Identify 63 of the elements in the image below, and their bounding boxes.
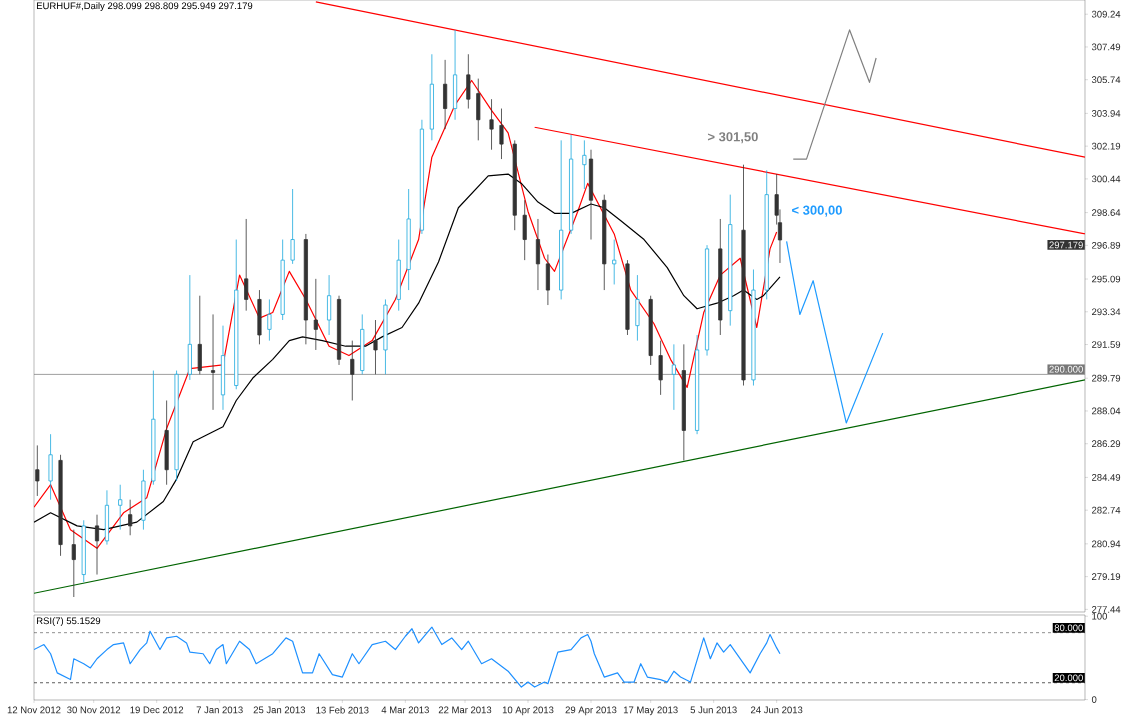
candlestick xyxy=(313,278,318,351)
candlestick xyxy=(582,139,587,190)
x-tick-label: 10 Apr 2013 xyxy=(502,706,554,716)
candlestick xyxy=(612,239,617,285)
line-series xyxy=(792,29,877,160)
y-tick-label: 291.59 xyxy=(1092,341,1121,348)
y-tick-label: 295.09 xyxy=(1092,275,1121,283)
y-tick-label: 309.24 xyxy=(1091,10,1121,18)
x-tick-label: 24 Jun 2013 xyxy=(750,706,803,714)
x-tick-label: 22 Mar 2013 xyxy=(438,706,492,714)
line-series xyxy=(786,240,884,424)
ref-line-label: 290.000 xyxy=(1049,365,1083,373)
candlestick xyxy=(489,98,494,151)
y-tick-label: 300.44 xyxy=(1091,175,1121,183)
x-tick-label: 29 Apr 2013 xyxy=(565,706,617,716)
candlestick xyxy=(128,499,133,536)
y-tick-label: 305.74 xyxy=(1091,76,1121,84)
y-tick-label: 277.44 xyxy=(1092,606,1121,613)
candlestick xyxy=(267,299,272,342)
candlestick xyxy=(499,108,504,160)
y-tick-label: 303.94 xyxy=(1091,110,1121,117)
y-tick-label: 286.29 xyxy=(1092,440,1121,448)
chart-title: EURHUF#,Daily 298.099 298.809 295.949 297.179 xyxy=(37,2,253,12)
y-tick-label: 289.79 xyxy=(1092,374,1121,382)
line-series xyxy=(34,173,781,531)
candlestick xyxy=(210,314,216,411)
y-tick-label: 280.94 xyxy=(1092,540,1121,548)
y-tick-label: 288.04 xyxy=(1092,407,1121,415)
ref-line-label: 20.000 xyxy=(1054,674,1083,682)
ref-line-label: 80.000 xyxy=(1054,624,1083,632)
y-tick-label: 282.74 xyxy=(1092,506,1121,514)
x-tick-label: 13 Feb 2013 xyxy=(316,706,369,714)
candlestick xyxy=(71,529,76,598)
candlestick xyxy=(244,218,249,312)
candlestick xyxy=(290,188,295,265)
annotation: > 301,50 xyxy=(707,132,758,144)
y-tick-label: 0 xyxy=(1091,696,1097,703)
y-tick-label: 293.34 xyxy=(1092,308,1121,316)
y-tick-label: 279.19 xyxy=(1092,573,1121,580)
chart-title: RSI(7) 55.1529 xyxy=(37,617,101,627)
candlestick xyxy=(671,343,676,411)
candlestick xyxy=(373,319,378,375)
x-tick-label: 5 Jun 2013 xyxy=(690,706,737,714)
candlestick xyxy=(350,340,355,401)
y-tick-label: 100 xyxy=(1092,612,1107,620)
x-tick-label: 4 Mar 2013 xyxy=(381,706,429,714)
x-tick-label: 7 Jan 2013 xyxy=(196,706,243,714)
y-tick-label: 296.89 xyxy=(1092,241,1121,249)
candlestick xyxy=(94,514,100,575)
x-tick-label: 19 Dec 2012 xyxy=(130,706,184,714)
x-tick-label: 25 Jan 2013 xyxy=(253,706,306,714)
line-series xyxy=(34,626,781,688)
x-tick-label: 17 May 2013 xyxy=(623,706,678,716)
x-tick-label: 30 Nov 2012 xyxy=(67,706,121,714)
candlestick xyxy=(118,484,123,531)
y-tick-label: 298.64 xyxy=(1092,209,1121,216)
candlestick xyxy=(35,445,40,497)
y-tick-label: 302.19 xyxy=(1091,142,1121,150)
y-tick-label: 307.49 xyxy=(1091,43,1121,51)
y-tick-label: 284.49 xyxy=(1092,474,1121,481)
x-tick-label: 12 Nov 2012 xyxy=(7,706,61,714)
annotation: 297.179 xyxy=(1049,241,1083,249)
annotation: < 300,00 xyxy=(792,205,842,217)
